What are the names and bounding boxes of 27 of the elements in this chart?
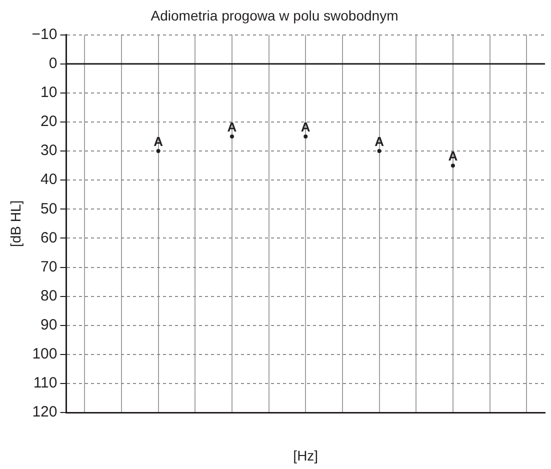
x-axis-title: [Hz] [293, 447, 318, 464]
y-tick-label: 60 [40, 229, 58, 246]
y-axis-title: [dB HL] [7, 200, 24, 248]
data-label: A [227, 120, 238, 135]
y-tick-label: 10 [40, 84, 58, 102]
y-tick-label: 120 [32, 404, 58, 421]
point [377, 149, 382, 154]
data-label: A [374, 134, 385, 150]
y-tick-label: 100 [32, 346, 58, 363]
chart-title: Adiometria progowa w polu swobodnym [150, 7, 398, 24]
point [450, 164, 455, 168]
y-tick-label: −10 [32, 26, 58, 43]
y-tick-label: 0 [48, 55, 58, 72]
point [304, 134, 308, 139]
y-tick-label: 80 [40, 287, 58, 304]
y-tick-label: 30 [40, 142, 58, 160]
y-tick-label: 50 [40, 200, 58, 218]
y-tick-label: 70 [40, 258, 58, 276]
y-tick-label: 40 [40, 171, 58, 188]
point [156, 149, 160, 154]
y-tick-label: 90 [40, 316, 58, 334]
data-label: A [154, 134, 164, 150]
y-tick-label: 20 [40, 113, 58, 130]
y-tick-label: 110 [33, 374, 58, 392]
data-label: A [448, 148, 458, 164]
data-label: A [300, 120, 311, 135]
point [230, 134, 234, 139]
